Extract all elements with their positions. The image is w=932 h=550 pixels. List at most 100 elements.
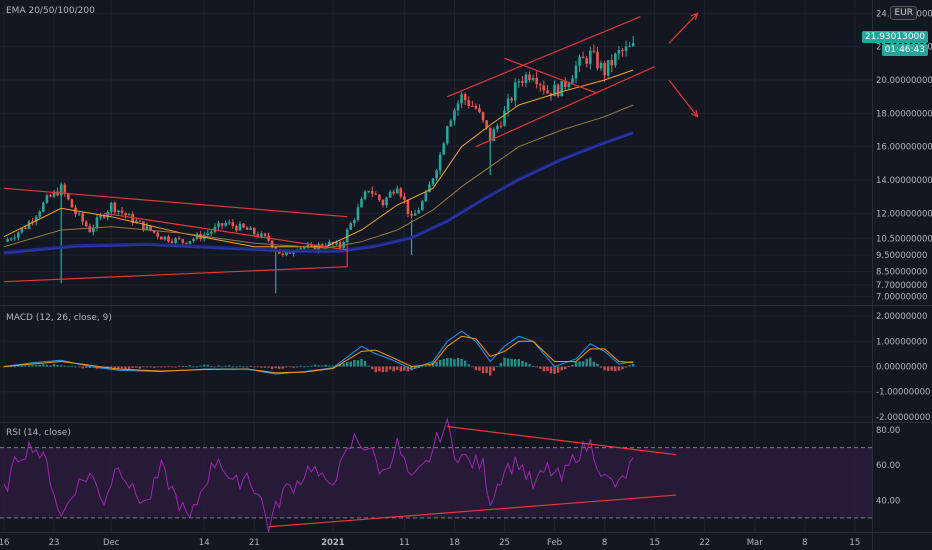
candle-up [106, 211, 109, 218]
candle-up [531, 77, 535, 80]
currency-label[interactable]: EUR [890, 6, 917, 20]
candle-down [185, 242, 188, 244]
macd-histogram-bar [235, 366, 238, 368]
macd-histogram-bar [124, 366, 127, 370]
candle-up [388, 191, 392, 198]
candle-down [67, 193, 70, 200]
macd-histogram-bar [356, 360, 360, 367]
candle-down [610, 60, 614, 66]
candle-down [374, 193, 378, 195]
macd-histogram-bar [467, 364, 470, 367]
macd-histogram-bar [206, 364, 209, 367]
candle-down [235, 226, 238, 231]
macd-histogram-bar [267, 366, 270, 368]
candle-down [521, 81, 524, 83]
macd-histogram-bar [442, 358, 445, 367]
price-axis-tick-label: 18.00000000 [876, 109, 932, 119]
macd-axis-tick-label: 0.00000000 [876, 363, 927, 373]
time-axis-tick-label: Mar [747, 538, 764, 548]
macd-histogram-bar [446, 357, 449, 367]
macd-histogram-bar [281, 366, 285, 369]
time-axis-tick-label: 2021 [321, 538, 345, 548]
candle-down [270, 240, 274, 248]
candle-up [224, 222, 227, 226]
candle-up [567, 83, 571, 87]
price-pane-title[interactable]: EMA 20/50/100/200 [6, 6, 95, 16]
macd-histogram-bar [60, 365, 63, 367]
candle-up [460, 94, 463, 104]
macd-histogram-bar [174, 366, 177, 368]
macd-histogram-bar [220, 366, 224, 368]
candle-up [217, 223, 220, 227]
macd-histogram-bar [9, 366, 13, 368]
candle-up [453, 110, 456, 121]
macd-histogram-bar [524, 362, 528, 367]
arrow-head [690, 12, 699, 21]
candle-down [510, 98, 513, 101]
macd-histogram-bar [596, 363, 599, 367]
macd-histogram-bar [592, 361, 596, 367]
rsi-pane-title[interactable]: RSI (14, close) [6, 428, 71, 438]
macd-histogram-bar [424, 365, 428, 367]
macd-histogram-bar [567, 365, 571, 367]
macd-histogram-bar [203, 364, 206, 367]
candle-up [345, 229, 349, 243]
macd-histogram-bar [192, 366, 195, 368]
macd-histogram-bar [489, 366, 492, 376]
macd-histogram-bar [624, 366, 628, 368]
candle-up [420, 201, 424, 211]
candle-up [349, 223, 353, 230]
candle-down [84, 221, 88, 227]
ema-line-3 [3, 131, 634, 253]
macd-histogram-bar [492, 366, 495, 371]
candle-up [442, 143, 446, 155]
candle-up [446, 126, 449, 144]
ema-line-4 [3, 132, 634, 255]
rsi-axis-tick-label: 60.00 [876, 461, 900, 471]
macd-histogram-bar [249, 366, 252, 367]
macd-pane-title[interactable]: MACD (12, 26, close, 9) [6, 313, 112, 323]
macd-histogram-bar [399, 366, 403, 372]
candle-down [474, 105, 478, 109]
candle-up [589, 50, 592, 64]
macd-histogram-bar [506, 358, 510, 367]
candle-up [571, 78, 574, 84]
rsi-axis-tick-label: 40.00 [876, 496, 900, 506]
macd-histogram-bar [117, 366, 120, 370]
macd-histogram-bar [585, 358, 588, 367]
candle-down [370, 190, 374, 194]
macd-histogram-bar [177, 365, 181, 367]
candle-down [131, 214, 134, 224]
candle-down [546, 90, 549, 94]
macd-histogram-bar [238, 365, 242, 367]
macd-histogram-bar [20, 365, 24, 367]
price-axis-tick-label: 10.50000000 [876, 234, 932, 244]
candle-down [410, 213, 413, 216]
candle-up [363, 191, 367, 200]
price-axis-tick-label: 9.50000000 [876, 251, 927, 261]
time-axis-tick-label: 14 [199, 538, 210, 548]
macd-histogram-bar [310, 365, 313, 367]
candle-up [335, 242, 338, 245]
candle-up [249, 227, 252, 230]
candle-up [117, 210, 120, 213]
candle-up [17, 232, 20, 238]
macd-histogram-bar [371, 366, 374, 370]
candle-up [385, 197, 388, 206]
candle-down [403, 196, 406, 201]
macd-histogram-bar [417, 366, 420, 369]
macd-histogram-bar [49, 365, 52, 367]
macd-histogram-bar [517, 359, 520, 367]
rsi-line [3, 417, 634, 533]
macd-histogram-bar [481, 366, 485, 374]
trendline [3, 187, 348, 218]
candle-down [231, 222, 235, 227]
candle-up [299, 248, 303, 251]
macd-histogram-bar [299, 365, 302, 367]
time-axis-tick-label: 16 [0, 538, 9, 548]
macd-histogram-bar [521, 360, 524, 367]
candle-down [528, 74, 531, 80]
candle-up [599, 62, 603, 69]
